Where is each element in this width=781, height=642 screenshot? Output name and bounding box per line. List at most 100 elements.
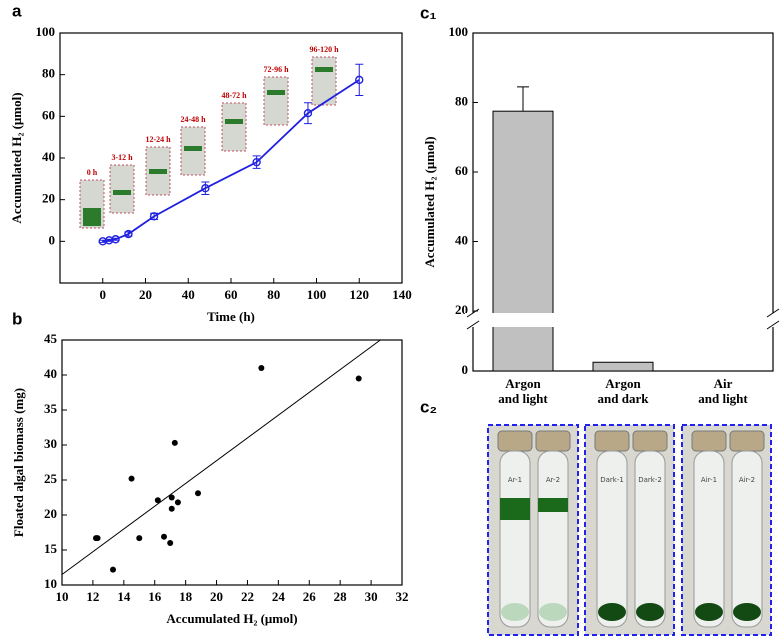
tube-label: Ar-2 — [546, 476, 560, 484]
data-point — [110, 566, 116, 573]
inset-algae — [149, 169, 167, 174]
y-tick-label: 20 — [42, 191, 55, 206]
y-tick-label: 80 — [455, 93, 468, 108]
image-label: 48-72 h — [221, 91, 247, 100]
break-mark — [466, 308, 480, 330]
x-tick-label: Argon — [605, 376, 641, 391]
x-tick-label: 0 — [100, 287, 107, 302]
pellet — [636, 603, 664, 621]
y-axis-title: Accumulated H₂ (μmol) — [422, 136, 437, 267]
y-tick-label: 45 — [44, 331, 58, 346]
data-point — [303, 109, 313, 118]
y-tick-label: 60 — [455, 163, 468, 178]
y-axis-title: Floated algal biomass (mg) — [11, 388, 26, 537]
tube — [499, 450, 531, 628]
x-tick-label: 20 — [210, 589, 223, 604]
tube — [537, 450, 569, 628]
fit-line — [61, 339, 381, 575]
data-point — [355, 75, 364, 85]
y-tick-label: 15 — [44, 541, 58, 556]
tube — [596, 450, 628, 628]
plot-frame — [61, 339, 403, 586]
data-point — [258, 365, 265, 371]
algae — [538, 498, 568, 512]
image-label: 24-48 h — [180, 115, 206, 124]
bar — [492, 110, 554, 372]
pellet — [501, 603, 529, 621]
axis-break — [465, 313, 781, 327]
image-label: 72-96 h — [263, 65, 289, 74]
x-tick-label: and light — [698, 391, 748, 406]
bar — [592, 361, 654, 372]
image-label: 12-24 h — [145, 135, 171, 144]
y-tick-label: 60 — [42, 107, 55, 122]
x-tick-label: 14 — [117, 589, 131, 604]
inset-photo — [221, 102, 247, 152]
tube — [634, 450, 666, 628]
x-tick-label: 20 — [139, 287, 152, 302]
x-tick-label: 60 — [225, 287, 238, 302]
data-point — [136, 535, 143, 542]
y-tick-label: 100 — [36, 24, 56, 39]
inset-photo — [109, 164, 135, 214]
x-tick-label: 140 — [392, 287, 412, 302]
x-tick-label: 100 — [307, 287, 327, 302]
data-point — [94, 535, 101, 542]
y-tick-label: 40 — [455, 232, 468, 247]
data-point — [171, 439, 178, 446]
pellet — [695, 603, 723, 621]
tube-cap — [535, 430, 571, 452]
inset-algae — [267, 90, 285, 95]
x-tick-label: Argon — [505, 376, 541, 391]
inset-algae — [315, 67, 333, 72]
y-tick-label: 30 — [44, 436, 57, 451]
x-tick-label: 80 — [267, 287, 280, 302]
data-point — [355, 375, 362, 382]
x-axis-title: Accumulated H₂ (μmol) — [166, 611, 297, 626]
data-point — [124, 229, 133, 239]
data-point — [195, 490, 201, 497]
data-point — [111, 235, 120, 244]
tube-cap — [691, 430, 727, 452]
inset-photo — [263, 76, 289, 126]
y-tick-label: 40 — [42, 149, 55, 164]
data-point — [128, 475, 135, 482]
image-label: 3-12 h — [111, 153, 133, 162]
y-tick-label: 10 — [44, 576, 57, 591]
y-axis-title: Accumulated H₂ (μmol) — [9, 92, 24, 223]
tube-cap — [497, 430, 533, 452]
panel-label: a — [12, 1, 22, 20]
x-tick-label: 30 — [365, 589, 378, 604]
error-bar — [355, 63, 364, 96]
x-tick-label: and dark — [598, 391, 650, 406]
x-tick-label: 40 — [182, 287, 195, 302]
x-tick-label: 28 — [334, 589, 348, 604]
inset-algae — [184, 146, 202, 151]
data-point — [154, 497, 161, 504]
tube — [731, 450, 763, 628]
data-point — [174, 499, 181, 506]
pellet — [539, 603, 567, 621]
y-tick-label: 80 — [42, 66, 55, 81]
error-bar — [517, 86, 529, 112]
inset-algae — [225, 119, 243, 124]
data-point — [167, 540, 174, 546]
tube-label: Ar-1 — [508, 476, 522, 484]
y-tick-label: 20 — [455, 302, 468, 317]
tube-cap — [594, 430, 630, 452]
tube-cap — [632, 430, 668, 452]
x-tick-label: 120 — [350, 287, 370, 302]
x-tick-label: 16 — [148, 589, 162, 604]
tube-label: Dark-1 — [600, 476, 624, 484]
image-label: 96-120 h — [309, 45, 339, 54]
x-axis-title: Time (h) — [207, 309, 255, 324]
x-tick-label: 12 — [86, 589, 99, 604]
tube-label: Air-2 — [739, 476, 755, 484]
tube-cap — [729, 430, 765, 452]
x-tick-label: 22 — [241, 589, 254, 604]
data-point — [252, 157, 261, 167]
panel-label: c₁ — [420, 3, 437, 22]
data-point — [168, 505, 175, 512]
tube-label: Dark-2 — [638, 476, 662, 484]
